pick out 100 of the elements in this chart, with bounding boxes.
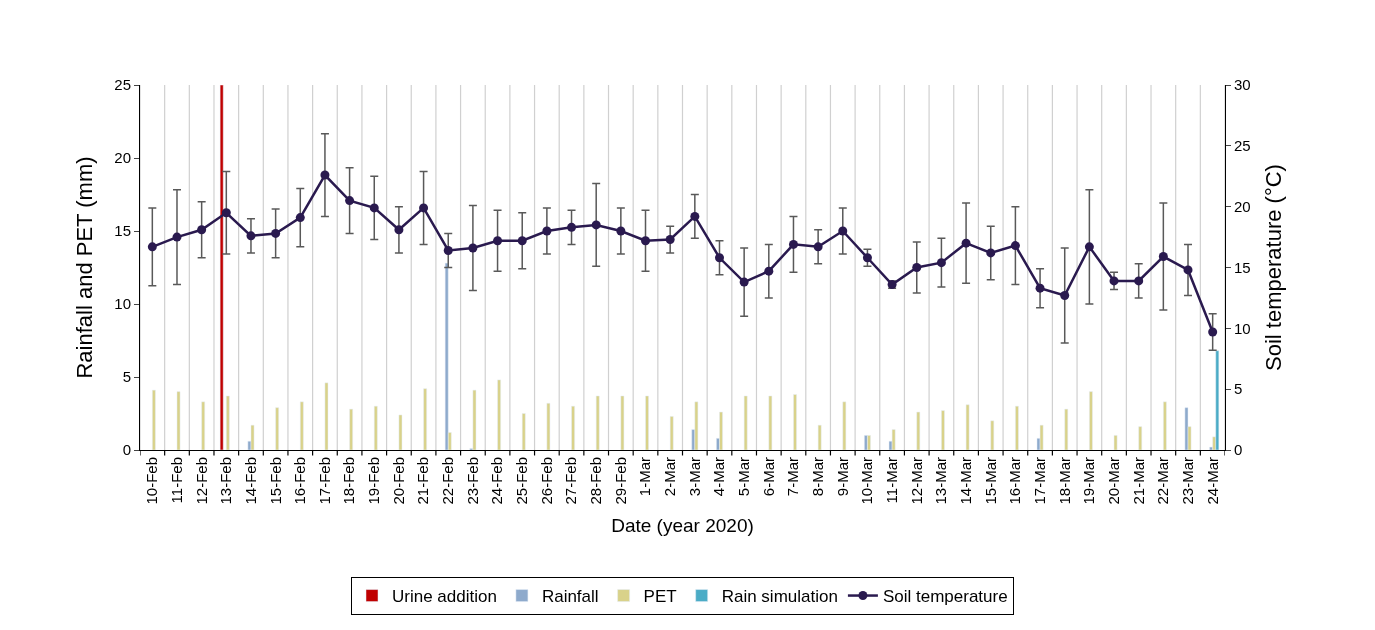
- bar: [965, 404, 970, 450]
- point: [838, 226, 848, 236]
- point: [295, 213, 305, 223]
- x-tick-label: 3-Mar: [685, 457, 703, 497]
- bar: [398, 414, 403, 450]
- bar: [941, 410, 945, 450]
- x-tick-label: 12-Mar: [907, 457, 925, 505]
- x-tick-label: 23-Mar: [1178, 457, 1196, 505]
- y2-axis-title: Soil temperature (°C): [1260, 164, 1286, 371]
- bar: [1064, 408, 1069, 450]
- bar: [842, 401, 847, 450]
- bar: [620, 395, 625, 450]
- x-tick-label: 25-Feb: [513, 457, 531, 505]
- x-tick-label: 1-Mar: [636, 457, 654, 497]
- legend-label: PET: [643, 587, 677, 607]
- bar: [423, 388, 427, 450]
- bar: [990, 420, 995, 450]
- point: [345, 196, 355, 206]
- bar: [595, 395, 600, 450]
- bar: [1113, 435, 1118, 450]
- x-tick-label: 19-Mar: [1080, 457, 1098, 505]
- point: [641, 236, 651, 246]
- x-tick-label: 17-Feb: [315, 457, 333, 505]
- bar: [916, 411, 921, 450]
- point: [986, 248, 996, 258]
- point: [197, 225, 207, 235]
- y-axis-title: Rainfall and PET (mm): [72, 156, 98, 379]
- point: [591, 220, 601, 230]
- x-tick-label: 21-Feb: [414, 457, 432, 505]
- x-tick-label: 2-Mar: [661, 457, 679, 497]
- bar: [374, 405, 378, 450]
- bar: [1163, 401, 1167, 450]
- x-tick-label: 10-Feb: [143, 457, 161, 505]
- point: [1208, 327, 1218, 337]
- point: [961, 238, 971, 248]
- point: [912, 263, 922, 272]
- x-tick-label: 22-Feb: [439, 457, 457, 505]
- point: [567, 222, 577, 232]
- point: [320, 170, 330, 180]
- bar: [1039, 424, 1044, 450]
- point: [221, 208, 231, 218]
- bar: [176, 391, 181, 450]
- x-tick-label: 13-Mar: [932, 457, 950, 505]
- x-tick-label: 19-Feb: [365, 457, 383, 505]
- x-tick-label: 4-Mar: [710, 457, 728, 497]
- x-tick-label: 14-Mar: [956, 457, 974, 505]
- bar: [891, 429, 896, 450]
- bar: [324, 382, 329, 450]
- point: [394, 225, 404, 235]
- x-tick-label: 14-Feb: [241, 457, 259, 505]
- y-tick-label: 10: [114, 295, 131, 313]
- bar: [275, 407, 279, 450]
- legend-label: Urine addition: [392, 587, 497, 607]
- bar: [743, 395, 748, 450]
- point: [443, 245, 453, 255]
- bar: [1015, 405, 1019, 450]
- point: [419, 203, 429, 213]
- bar: [817, 424, 822, 450]
- bar: [521, 413, 526, 450]
- bar: [1138, 426, 1143, 450]
- x-tick-label: 24-Feb: [488, 457, 506, 505]
- bar: [546, 403, 551, 450]
- bar: [444, 262, 449, 450]
- x-tick-label: 10-Mar: [858, 457, 876, 505]
- x-tick-label: 13-Feb: [217, 457, 235, 505]
- y-tick-label: 20: [114, 149, 131, 167]
- bar: [250, 424, 255, 450]
- bar: [219, 85, 224, 450]
- point: [788, 239, 798, 249]
- bar: [645, 395, 649, 450]
- x-tick-label: 7-Mar: [784, 457, 802, 497]
- point: [616, 226, 626, 236]
- point: [1084, 242, 1094, 252]
- point: [147, 242, 157, 252]
- point: [1158, 252, 1168, 262]
- bar: [226, 395, 230, 450]
- point: [468, 243, 478, 253]
- y-tick-label: 0: [122, 441, 131, 459]
- point: [271, 228, 281, 238]
- point: [1109, 276, 1119, 286]
- x-tick-label: 11-Mar: [882, 457, 900, 504]
- x-tick-label: 23-Feb: [463, 457, 481, 505]
- bar: [152, 389, 156, 450]
- bar: [497, 379, 501, 450]
- y2-tick-label: 15: [1234, 258, 1251, 276]
- bar: [719, 411, 723, 450]
- y2-tick-label: 10: [1234, 319, 1251, 337]
- bar: [571, 405, 575, 450]
- x-axis-title: Date (year 2020): [611, 515, 754, 537]
- bar: [349, 408, 353, 450]
- point: [665, 235, 675, 245]
- legend-label: Rain simulation: [721, 587, 838, 607]
- x-tick-label: 5-Mar: [735, 457, 753, 497]
- point: [764, 266, 774, 276]
- point: [1134, 276, 1144, 286]
- x-tick-label: 20-Mar: [1104, 457, 1122, 505]
- y-tick-label: 15: [114, 222, 131, 240]
- x-tick-label: 28-Feb: [587, 457, 605, 505]
- x-tick-label: 16-Mar: [1006, 457, 1024, 505]
- x-tick-label: 15-Mar: [981, 457, 999, 505]
